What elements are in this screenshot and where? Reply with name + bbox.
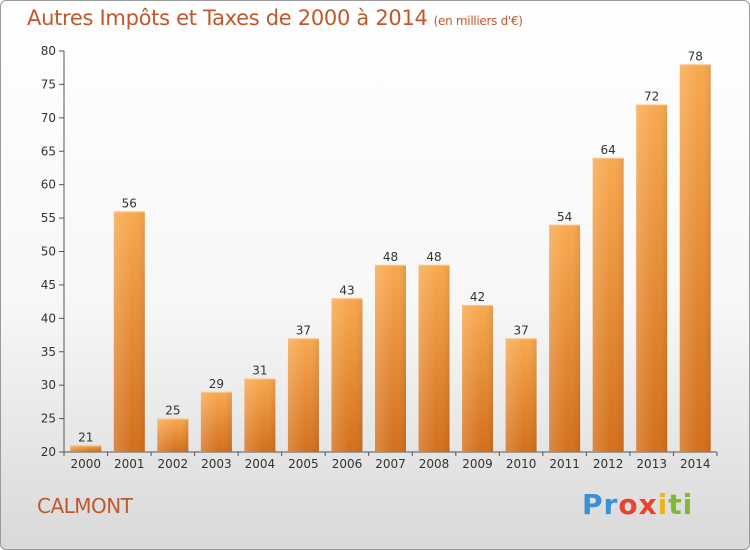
x-tick-label: 2002 [158, 457, 189, 471]
chart-title-text: Autres Impôts et Taxes de 2000 à 2014 [27, 6, 428, 30]
bar-shade [462, 304, 494, 452]
bar-value-label: 29 [209, 377, 224, 391]
x-tick-label: 2007 [375, 457, 406, 471]
bar-value-label: 56 [122, 196, 137, 210]
y-tick-label: 75 [41, 77, 56, 91]
x-tick-label: 2001 [114, 457, 145, 471]
bar-value-label: 21 [78, 430, 93, 444]
bar-value-label: 42 [470, 290, 485, 304]
x-tick-label: 2014 [680, 457, 711, 471]
bar-value-label: 37 [296, 323, 311, 337]
bar-value-label: 48 [383, 250, 398, 264]
logo-letter: o [618, 488, 639, 521]
y-tick-label: 30 [41, 378, 56, 392]
x-tick-label: 2008 [419, 457, 450, 471]
x-tick-label: 2006 [332, 457, 363, 471]
y-tick-label: 45 [41, 278, 56, 292]
y-tick-label: 80 [41, 44, 56, 58]
bar-shade [636, 104, 668, 452]
bar-value-label: 37 [513, 323, 528, 337]
y-tick-label: 55 [41, 211, 56, 225]
city-name: CALMONT [37, 494, 133, 518]
bar-shade [200, 391, 232, 452]
bar-shade [505, 338, 537, 452]
bar-value-label: 31 [252, 363, 267, 377]
y-tick-label: 60 [41, 178, 56, 192]
bar-shade [592, 157, 624, 452]
chart-unit: (en milliers d'€) [433, 14, 523, 28]
bar-shade [287, 338, 319, 452]
y-tick-label: 50 [41, 245, 56, 259]
bar-shade [375, 264, 406, 452]
bar-value-label: 48 [426, 250, 441, 264]
bar-value-label: 25 [165, 404, 180, 418]
logo-letter: i [657, 488, 669, 521]
y-tick-label: 25 [41, 412, 56, 426]
x-tick-label: 2004 [245, 457, 276, 471]
logo-letter: P [582, 488, 604, 521]
bar-shade [244, 378, 276, 452]
logo-letter: t [668, 488, 683, 521]
logo-letter: r [603, 488, 619, 521]
x-tick-label: 2009 [462, 457, 493, 471]
y-tick-label: 65 [41, 144, 56, 158]
chart-title: Autres Impôts et Taxes de 2000 à 2014 (en… [27, 6, 523, 30]
bar-value-label: 64 [601, 143, 616, 157]
bar-shade [679, 64, 711, 452]
bar-value-label: 72 [644, 89, 659, 103]
y-tick-label: 35 [41, 345, 56, 359]
x-tick-label: 2003 [201, 457, 232, 471]
x-tick-label: 2000 [70, 457, 101, 471]
bar-shade [70, 445, 102, 452]
proxiti-logo: Proxiti [582, 488, 693, 521]
x-tick-label: 2012 [593, 457, 624, 471]
y-tick-label: 40 [41, 311, 56, 325]
y-tick-label: 70 [41, 111, 56, 125]
x-tick-label: 2013 [636, 457, 667, 471]
bar-shade [418, 264, 450, 452]
bar-shade [549, 224, 581, 452]
x-tick-label: 2010 [506, 457, 537, 471]
logo-letter: x [638, 488, 658, 521]
logo-letter: i [682, 488, 694, 521]
bar-value-label: 78 [688, 49, 703, 63]
y-tick-label: 20 [41, 445, 56, 459]
bar-shade [113, 211, 145, 452]
x-tick-label: 2011 [549, 457, 580, 471]
bar-shade [331, 298, 363, 452]
bar-value-label: 54 [557, 210, 572, 224]
bar-shade [157, 418, 189, 452]
x-tick-label: 2005 [288, 457, 319, 471]
bar-value-label: 43 [339, 283, 354, 297]
